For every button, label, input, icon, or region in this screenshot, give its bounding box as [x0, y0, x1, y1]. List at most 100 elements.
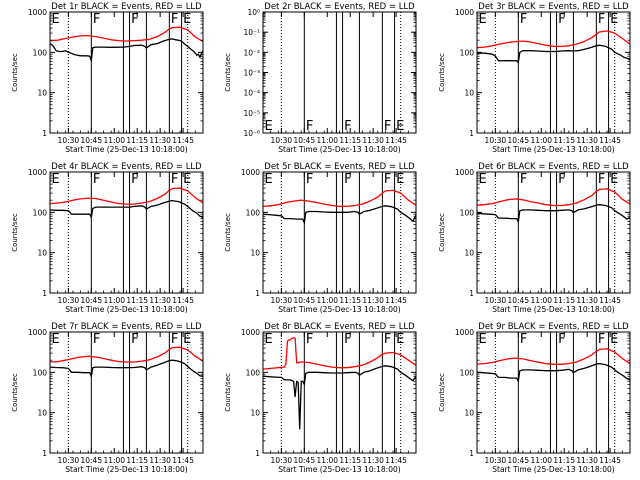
- y-tick-label: 100: [33, 208, 48, 217]
- flag-label: F: [306, 119, 313, 134]
- x-tick-label: 11:45: [172, 296, 194, 305]
- y-axis-label: Counts/sec: [11, 373, 19, 412]
- plot-frame: [49, 331, 204, 454]
- flag-label: F: [131, 12, 138, 27]
- flag-label: E: [183, 172, 191, 187]
- series-line-black: [49, 199, 204, 219]
- x-tick-label: 11:00: [316, 136, 338, 145]
- flag-label: F: [384, 119, 391, 134]
- y-tick-label: 1000: [455, 328, 474, 337]
- series-line-red: [49, 187, 204, 205]
- x-tick-label: 11:00: [530, 296, 552, 305]
- flag-label: F: [171, 332, 178, 347]
- x-tick-label: 11:30: [576, 136, 598, 145]
- flag-label: F: [520, 172, 527, 187]
- x-tick-label: 11:00: [103, 456, 125, 465]
- y-tick-label: 1: [469, 449, 474, 458]
- x-tick-label: 11:45: [172, 136, 194, 145]
- panel-title: Det 4r BLACK = Events, RED = LLD: [51, 162, 202, 172]
- x-tick-label: 11:30: [362, 456, 384, 465]
- panel-title: Det 9r BLACK = Events, RED = LLD: [478, 322, 629, 332]
- plot-frame: [262, 331, 417, 454]
- x-tick-label: 10:30: [271, 296, 293, 305]
- x-tick-label: 11:45: [599, 296, 621, 305]
- x-tick-label: 10:45: [507, 136, 529, 145]
- flag-label: E: [52, 12, 60, 27]
- panel-title: Det 6r BLACK = Events, RED = LLD: [478, 162, 629, 172]
- flag-label: E: [610, 332, 618, 347]
- y-axis-label: Counts/sec: [438, 213, 446, 252]
- series-line-black: [476, 204, 631, 223]
- x-axis-label: Start Time (25-Dec-13 10:18:00): [278, 465, 400, 474]
- x-axis-label: Start Time (25-Dec-13 10:18:00): [278, 145, 400, 154]
- series-line-black: [476, 362, 631, 382]
- series-line-red: [262, 337, 417, 370]
- flag-label: E: [396, 332, 404, 347]
- x-tick-label: 11:45: [599, 456, 621, 465]
- flag-label: F: [598, 332, 605, 347]
- x-tick-label: 11:45: [599, 136, 621, 145]
- flag-label: F: [520, 12, 527, 27]
- plot-frame: [262, 11, 417, 134]
- y-tick-label: 10: [464, 409, 474, 418]
- y-tick-label: 10: [37, 89, 47, 98]
- x-tick-label: 11:00: [103, 136, 125, 145]
- y-axis-label: Counts/sec: [11, 213, 19, 252]
- y-axis-label: Counts/sec: [224, 373, 232, 412]
- y-axis-label: Counts/sec: [224, 213, 232, 252]
- x-tick-label: 11:00: [530, 136, 552, 145]
- x-tick-label: 11:30: [576, 296, 598, 305]
- x-tick-label: 11:15: [339, 296, 361, 305]
- y-tick-label: 1: [469, 289, 474, 298]
- y-tick-label: 10⁻⁵: [243, 109, 260, 118]
- panel-title: Det 5r BLACK = Events, RED = LLD: [264, 162, 415, 172]
- y-tick-label: 1: [469, 129, 474, 138]
- x-tick-label: 10:30: [485, 296, 507, 305]
- y-tick-label: 1: [255, 289, 260, 298]
- flag-label: F: [131, 172, 138, 187]
- y-tick-label: 1: [42, 449, 47, 458]
- y-tick-label: 1000: [241, 328, 260, 337]
- flag-label: E: [610, 172, 618, 187]
- x-tick-label: 11:30: [149, 296, 171, 305]
- x-tick-label: 10:30: [271, 456, 293, 465]
- y-tick-label: 100: [33, 48, 48, 57]
- panel-title: Det 2r BLACK = Events, RED = LLD: [264, 2, 415, 12]
- y-tick-label: 100: [33, 368, 48, 377]
- y-tick-label: 100: [460, 48, 475, 57]
- flag-label: E: [265, 119, 273, 134]
- x-tick-label: 10:45: [507, 296, 529, 305]
- x-axis-label: Start Time (25-Dec-13 10:18:00): [278, 305, 400, 314]
- panel-title: Det 7r BLACK = Events, RED = LLD: [51, 322, 202, 332]
- plot-frame: [49, 171, 204, 294]
- x-tick-label: 11:15: [126, 296, 148, 305]
- x-tick-label: 11:30: [149, 136, 171, 145]
- y-tick-label: 1: [255, 449, 260, 458]
- y-tick-label: 100: [246, 208, 261, 217]
- flag-label: E: [396, 172, 404, 187]
- x-tick-label: 10:45: [80, 296, 102, 305]
- flag-label: F: [306, 332, 313, 347]
- flag-label: F: [558, 172, 565, 187]
- series-line-black: [49, 38, 204, 62]
- flag-label: F: [384, 332, 391, 347]
- y-tick-label: 1000: [28, 328, 47, 337]
- x-tick-label: 11:15: [339, 136, 361, 145]
- y-tick-label: 1000: [241, 168, 260, 177]
- y-tick-label: 10⁻⁴: [243, 89, 260, 98]
- flag-label: F: [344, 172, 351, 187]
- flag-label: F: [598, 172, 605, 187]
- y-tick-label: 10⁻⁶: [243, 129, 260, 138]
- series-line-black: [262, 365, 417, 430]
- y-tick-label: 10: [37, 409, 47, 418]
- x-tick-label: 11:15: [553, 296, 575, 305]
- x-axis-label: Start Time (25-Dec-13 10:18:00): [65, 465, 187, 474]
- x-tick-label: 11:30: [576, 456, 598, 465]
- panel-title: Det 8r BLACK = Events, RED = LLD: [264, 322, 415, 332]
